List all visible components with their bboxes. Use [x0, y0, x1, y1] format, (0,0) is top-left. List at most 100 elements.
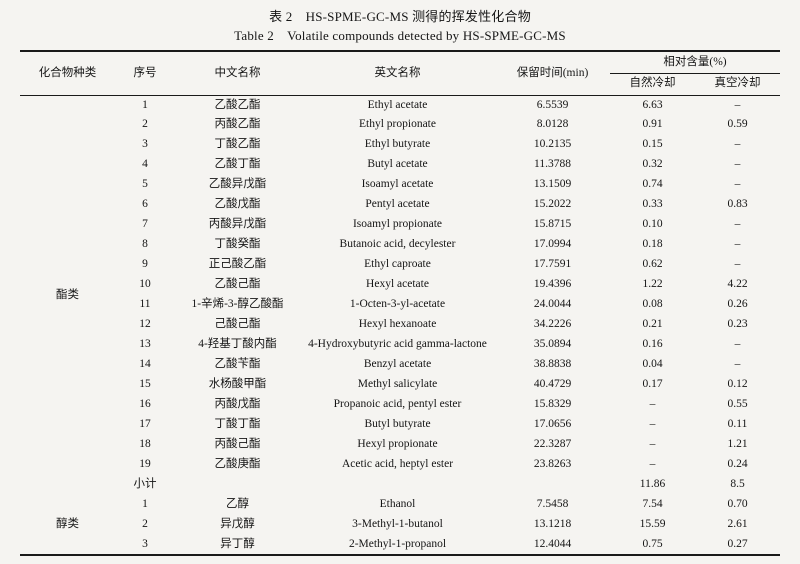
col-header-name-en: 英文名称	[300, 51, 495, 96]
compound-type-cell: 酯类	[56, 288, 79, 301]
table-row: 2 异戊醇 3-Methyl-1-butanol 13.1218 15.59 2.61	[20, 515, 780, 535]
index-cell: 13	[139, 338, 151, 351]
natural-cooling-cell: 7.54	[642, 498, 663, 511]
name-zh-cell: 乙酸己酯	[214, 278, 261, 291]
vacuum-cooling-cell: –	[734, 218, 741, 231]
table-row: 19 乙酸庚酯 Acetic acid, heptyl ester 23.8263 – 0…	[20, 455, 780, 475]
table-row: 小计 11.86 8.5	[20, 475, 780, 495]
name-en-cell: Pentyl acetate	[365, 198, 430, 211]
vacuum-cooling-cell: –	[734, 158, 741, 171]
name-en-cell: Benzyl acetate	[363, 358, 432, 371]
table-row: 6 乙酸戊酯 Pentyl acetate 15.2022 0.33 0.83	[20, 195, 780, 215]
natural-cooling-cell: 0.32	[642, 158, 663, 171]
vacuum-cooling-cell: –	[734, 338, 741, 351]
retention-time-cell: 10.2135	[533, 138, 572, 151]
name-zh-cell: 4-羟基丁酸内酯	[198, 338, 277, 351]
retention-time-cell: 15.2022	[533, 198, 572, 211]
index-cell: 6	[142, 198, 148, 211]
col-header-index: 序号	[115, 51, 175, 96]
natural-cooling-cell: –	[649, 438, 656, 451]
natural-cooling-cell: –	[649, 398, 656, 411]
retention-time-cell: 19.4396	[533, 278, 572, 291]
index-cell: 7	[142, 218, 148, 231]
retention-time-cell: 17.0994	[533, 238, 572, 251]
name-en-cell: Butyl acetate	[367, 158, 428, 171]
vacuum-cooling-cell: –	[734, 358, 741, 371]
name-zh-cell: 正己酸乙酯	[208, 258, 267, 271]
table-row: 18 丙酸己酯 Hexyl propionate 22.3287 – 1.21	[20, 435, 780, 455]
table-header: 化合物种类 序号 中文名称 英文名称 保留时间(min) 相对含量(%) 自然冷…	[20, 51, 780, 96]
name-en-cell: Hexyl acetate	[366, 278, 429, 291]
table-row: 16 丙酸戊酯 Propanoic acid, pentyl ester 15.832…	[20, 395, 780, 415]
col-header-relative-content: 相对含量(%)	[610, 51, 780, 74]
name-en-cell: Isoamyl propionate	[352, 218, 443, 231]
table-row: 3 异丁醇 2-Methyl-1-propanol 12.4044 0.75 0.27	[20, 535, 780, 555]
table-row: 12 己酸己酯 Hexyl hexanoate 34.2226 0.21 0.23	[20, 315, 780, 335]
retention-time-cell: 12.4044	[533, 537, 572, 550]
name-zh-cell: 丙酸异戊酯	[208, 218, 267, 231]
name-en-cell: 4-Hydroxybutyric acid gamma-lactone	[308, 338, 487, 351]
index-cell: 19	[139, 458, 151, 471]
natural-cooling-cell: 0.91	[642, 118, 663, 131]
name-en-cell: Acetic acid, heptyl ester	[341, 458, 454, 471]
name-en-cell: Butyl butyrate	[364, 418, 431, 431]
name-en-cell: Hexyl hexanoate	[358, 318, 437, 331]
natural-cooling-cell: 15.59	[639, 518, 666, 531]
name-zh-cell: 丁酸丁酯	[214, 418, 261, 431]
header-row-2: 自然冷却 真空冷却	[20, 73, 780, 96]
retention-time-cell: 35.0894	[533, 338, 572, 351]
name-zh-cell: 丙酸乙酯	[214, 118, 261, 131]
vacuum-cooling-cell: –	[734, 138, 741, 151]
index-cell: 2	[142, 118, 148, 131]
name-en-cell: Propanoic acid, pentyl ester	[333, 398, 462, 411]
index-cell: 4	[142, 158, 148, 171]
table-row: 11 1-辛烯-3-醇乙酸酯 1-Octen-3-yl-acetate 24.0044…	[20, 295, 780, 315]
retention-time-cell: 17.0656	[533, 418, 572, 431]
index-cell: 14	[139, 358, 151, 371]
index-cell: 小计	[133, 478, 157, 491]
vacuum-cooling-cell: –	[734, 98, 741, 111]
natural-cooling-cell: 0.10	[642, 218, 663, 231]
name-zh-cell: 异丁醇	[220, 537, 255, 550]
index-cell: 3	[142, 138, 148, 151]
name-zh-cell: 丁酸乙酯	[214, 138, 261, 151]
natural-cooling-cell: –	[649, 418, 656, 431]
index-cell: 18	[139, 438, 151, 451]
name-zh-cell: 1-辛烯-3-醇乙酸酯	[191, 298, 284, 311]
retention-time-cell: 13.1509	[533, 178, 572, 191]
retention-time-cell: 15.8329	[533, 398, 572, 411]
index-cell: 3	[142, 537, 148, 550]
retention-time-cell: 23.8263	[533, 458, 572, 471]
header-row-1: 化合物种类 序号 中文名称 英文名称 保留时间(min) 相对含量(%)	[20, 51, 780, 96]
table-caption-en: Table 2 Volatile compounds detected by H…	[234, 28, 566, 43]
name-zh-cell: 乙酸戊酯	[214, 198, 261, 211]
retention-time-cell: 7.5458	[536, 498, 569, 511]
vacuum-cooling-cell: –	[734, 258, 741, 271]
col-header-compound-type: 化合物种类	[20, 51, 115, 96]
retention-time-cell: 34.2226	[533, 318, 572, 331]
vacuum-cooling-cell: 0.24	[727, 458, 748, 471]
name-zh-cell: 乙酸庚酯	[214, 458, 261, 471]
natural-cooling-cell: 0.16	[642, 338, 663, 351]
retention-time-cell: 17.7591	[533, 258, 572, 271]
natural-cooling-cell: 6.63	[642, 98, 663, 111]
index-cell: 15	[139, 378, 151, 391]
vacuum-cooling-cell: 0.12	[727, 378, 748, 391]
name-zh-cell: 异戊醇	[220, 518, 255, 531]
col-header-natural-cooling: 自然冷却	[610, 73, 695, 96]
natural-cooling-cell: 0.15	[642, 138, 663, 151]
volatile-compounds-table: 化合物种类 序号 中文名称 英文名称 保留时间(min) 相对含量(%) 自然冷…	[20, 50, 780, 556]
table-row: 13 4-羟基丁酸内酯 4-Hydroxybutyric acid gamma-la…	[20, 335, 780, 355]
table-row: 5 乙酸异戊酯 Isoamyl acetate 13.1509 0.74 –	[20, 175, 780, 195]
table-caption-zh: 表 2 HS-SPME-GC-MS 测得的挥发性化合物	[269, 9, 531, 24]
vacuum-cooling-cell: 0.59	[727, 118, 748, 131]
index-cell: 8	[142, 238, 148, 251]
index-cell: 1	[142, 498, 148, 511]
name-en-cell: Butanoic acid, decylester	[339, 238, 456, 251]
name-zh-cell: 乙酸乙酯	[214, 98, 261, 111]
table-row: 7 丙酸异戊酯 Isoamyl propionate 15.8715 0.10 –	[20, 215, 780, 235]
table-row: 17 丁酸丁酯 Butyl butyrate 17.0656 – 0.11	[20, 415, 780, 435]
vacuum-cooling-cell: –	[734, 178, 741, 191]
index-cell: 12	[139, 318, 151, 331]
natural-cooling-cell: 0.18	[642, 238, 663, 251]
